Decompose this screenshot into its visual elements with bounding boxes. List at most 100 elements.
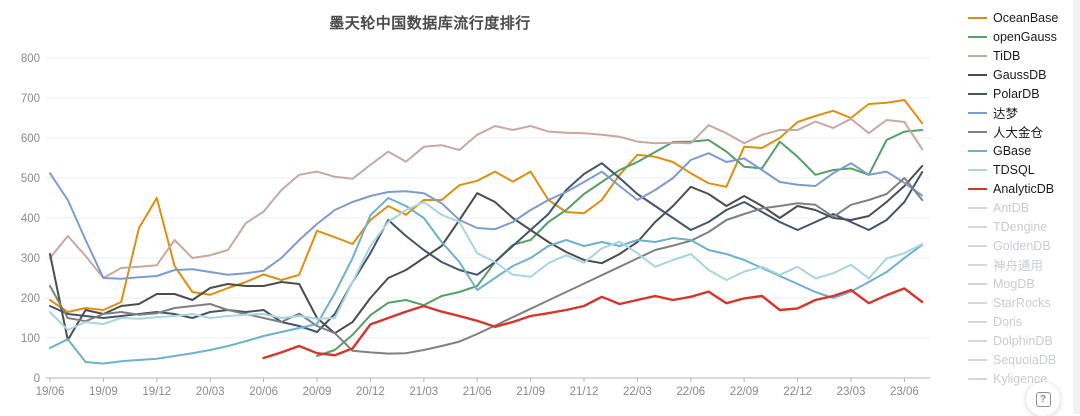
legend-label: GaussDB <box>993 67 1047 82</box>
legend-item-Doris[interactable]: Doris <box>968 312 1068 331</box>
legend-line-swatch <box>968 282 987 285</box>
legend-item-OceanBase[interactable]: OceanBase <box>968 8 1068 27</box>
legend-line-swatch <box>968 244 987 247</box>
legend-item-TDengine[interactable]: TDengine <box>968 217 1068 236</box>
legend-label: PolarDB <box>993 86 1040 101</box>
x-tick-label: 19/09 <box>89 386 118 398</box>
legend-line-swatch <box>968 149 987 152</box>
legend-label: Kyligence <box>993 371 1048 386</box>
legend-line-swatch <box>968 35 987 38</box>
legend-label: TDengine <box>993 219 1048 234</box>
x-tick-label: 19/06 <box>36 386 65 398</box>
x-tick-label: 22/09 <box>730 386 759 398</box>
legend-item-DolphinDB[interactable]: DolphinDB <box>968 331 1068 350</box>
chart-legend: OceanBase openGauss TiDB GaussDB PolarDB 达梦人大… <box>968 8 1068 388</box>
legend-label: DolphinDB <box>993 333 1053 348</box>
legend-line-swatch <box>968 377 987 380</box>
y-tick-label: 700 <box>21 93 40 105</box>
legend-item-MogDB[interactable]: MogDB <box>968 274 1068 293</box>
help-button[interactable]: ? <box>1026 382 1060 416</box>
legend-label: 神舟通用 <box>993 259 1044 273</box>
x-tick-label: 21/12 <box>570 386 599 398</box>
legend-line-swatch <box>968 92 987 95</box>
legend-label: 人大金仓 <box>993 126 1044 140</box>
legend-item-TDSQL[interactable]: TDSQL <box>968 160 1068 179</box>
legend-item-TiDB[interactable]: TiDB <box>968 46 1068 65</box>
y-tick-label: 400 <box>21 213 40 225</box>
legend-label: 达梦 <box>993 107 1019 121</box>
legend-line-swatch <box>968 16 987 19</box>
legend-line-swatch <box>968 320 987 323</box>
y-tick-label: 500 <box>21 173 40 185</box>
legend-line-swatch <box>968 301 987 304</box>
legend-line-swatch <box>968 130 987 133</box>
y-tick-label: 100 <box>21 333 40 345</box>
legend-line-swatch <box>968 54 987 57</box>
GaussDB-line <box>49 165 924 341</box>
vertical-scrollbar-track[interactable] <box>1073 0 1080 414</box>
PolarDB-line <box>49 162 924 333</box>
达梦-line <box>49 152 924 280</box>
y-tick-label: 300 <box>21 253 40 265</box>
legend-line-swatch <box>968 358 987 361</box>
x-tick-label: 20/09 <box>303 386 332 398</box>
legend-label: TDSQL <box>993 162 1035 177</box>
chart-title: 墨天轮中国数据库流行度排行 <box>329 15 531 32</box>
legend-line-swatch <box>968 206 987 209</box>
x-tick-label: 21/09 <box>516 386 545 398</box>
legend-item-GBase[interactable]: GBase <box>968 141 1068 160</box>
legend-line-swatch <box>968 111 987 114</box>
legend-label: TiDB <box>993 48 1021 63</box>
y-tick-label: 0 <box>34 373 40 385</box>
popularity-chart: 墨天轮中国数据库流行度排行 0 100 200 300 400 500 600 700 800 1… <box>0 0 960 414</box>
legend-item-PolarDB[interactable]: PolarDB <box>968 84 1068 103</box>
legend-item-SequoiaDB[interactable]: SequoiaDB <box>968 350 1068 369</box>
legend-item-StarRocks[interactable]: StarRocks <box>968 293 1068 312</box>
legend-item-AntDB[interactable]: AntDB <box>968 198 1068 217</box>
legend-label: AntDB <box>993 200 1030 215</box>
x-tick-label: 20/06 <box>249 386 278 398</box>
x-tick-label: 21/06 <box>463 386 492 398</box>
x-tick-label: 21/03 <box>409 386 438 398</box>
legend-label: AnalyticDB <box>993 181 1055 196</box>
legend-item-人大金仓[interactable]: 人大金仓 <box>968 122 1068 141</box>
legend-label: GoldenDB <box>993 238 1051 253</box>
legend-label: GBase <box>993 143 1032 158</box>
y-tick-label: 600 <box>21 133 40 145</box>
legend-label: MogDB <box>993 276 1035 291</box>
x-tick-label: 22/12 <box>783 386 812 398</box>
y-tick-label: 800 <box>21 53 40 65</box>
legend-item-神舟通用[interactable]: 神舟通用 <box>968 255 1068 274</box>
x-tick-label: 19/12 <box>142 386 171 398</box>
legend-label: openGauss <box>993 29 1057 44</box>
legend-label: Doris <box>993 314 1023 329</box>
legend-item-GoldenDB[interactable]: GoldenDB <box>968 236 1068 255</box>
legend-item-Kyligence[interactable]: Kyligence <box>968 369 1068 388</box>
OceanBase-line <box>49 99 924 313</box>
y-tick-label: 200 <box>21 293 40 305</box>
legend-item-AnalyticDB[interactable]: AnalyticDB <box>968 179 1068 198</box>
legend-item-达梦[interactable]: 达梦 <box>968 103 1068 122</box>
legend-label: SequoiaDB <box>993 352 1057 367</box>
legend-line-swatch <box>968 187 987 190</box>
x-tick-label: 23/06 <box>890 386 919 398</box>
GBase-line <box>49 197 924 365</box>
x-tick-label: 22/06 <box>676 386 705 398</box>
legend-label: StarRocks <box>993 295 1051 310</box>
AnalyticDB-line <box>262 287 924 360</box>
TiDB-line <box>49 117 924 279</box>
legend-item-openGauss[interactable]: openGauss <box>968 27 1068 46</box>
legend-line-swatch <box>968 225 987 228</box>
legend-line-swatch <box>968 168 987 171</box>
TDSQL-line <box>49 201 924 331</box>
x-tick-label: 20/03 <box>196 386 225 398</box>
openGauss-line <box>316 129 924 357</box>
x-tick-label: 20/12 <box>356 386 385 398</box>
legend-line-swatch <box>968 339 987 342</box>
legend-label: OceanBase <box>993 10 1059 25</box>
人大金仓-line <box>49 177 924 355</box>
line-chart-canvas[interactable]: 0 100 200 300 400 500 600 700 800 19/06 19/09 19/12… <box>0 0 960 414</box>
x-tick-label: 22/03 <box>623 386 652 398</box>
legend-item-GaussDB[interactable]: GaussDB <box>968 65 1068 84</box>
legend-line-swatch <box>968 73 987 76</box>
